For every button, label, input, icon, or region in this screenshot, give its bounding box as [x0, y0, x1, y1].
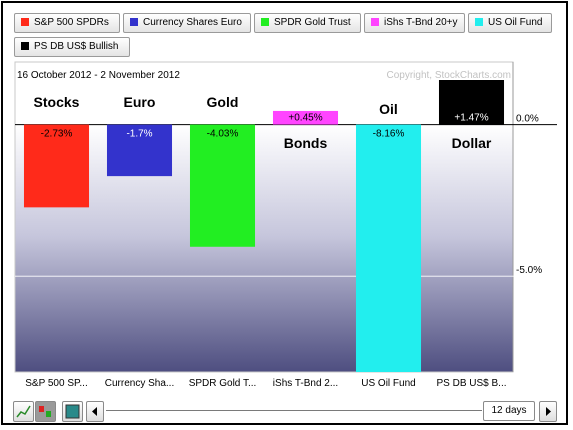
background-icon	[65, 404, 80, 419]
legend-swatch	[21, 42, 29, 50]
asset-name-label: Gold	[207, 94, 239, 110]
legend-swatch	[21, 18, 29, 26]
legend-label: PS DB US$ Bullish	[34, 41, 119, 52]
date-range: 16 October 2012 - 2 November 2012	[17, 70, 180, 81]
x-category-label: SPDR Gold T...	[189, 378, 257, 389]
legend-swatch	[261, 18, 269, 26]
period-selector[interactable]: 12 days	[483, 401, 535, 421]
period-slider-track[interactable]	[106, 410, 482, 411]
scroll-left-button[interactable]	[86, 401, 104, 422]
bar-value-label: +1.47%	[454, 113, 488, 124]
bar-chart-button[interactable]	[35, 401, 56, 422]
legend-tlt[interactable]: iShs T-Bnd 20+y	[364, 13, 465, 33]
x-category-label: PS DB US$ B...	[436, 378, 506, 389]
bar-oil	[355, 124, 422, 372]
asset-name-label: Euro	[124, 94, 156, 110]
bar-value-label: -2.73%	[41, 129, 73, 140]
legend-label: Currency Shares Euro	[143, 17, 242, 28]
bar-euro	[106, 124, 173, 177]
bar-chart-icon	[39, 406, 51, 417]
legend-label: iShs T-Bnd 20+y	[384, 17, 458, 28]
arrow-right-icon	[546, 407, 551, 416]
bar-value-label: -4.03%	[207, 129, 239, 140]
legend-uup[interactable]: PS DB US$ Bullish	[14, 37, 130, 57]
x-category-label: Currency Sha...	[105, 378, 174, 389]
legend-label: US Oil Fund	[488, 17, 543, 28]
legend-swatch	[371, 18, 379, 26]
bar-value-label: -8.16%	[373, 129, 405, 140]
asset-name-label: Bonds	[284, 135, 328, 151]
y-tick-label: 0.0%	[516, 114, 539, 125]
x-category-label: iShs T-Bnd 2...	[273, 378, 338, 389]
bar-value-label: -1.7%	[126, 129, 152, 140]
scroll-right-button[interactable]	[539, 401, 557, 422]
legend-spy[interactable]: S&P 500 SPDRs	[14, 13, 120, 33]
arrow-left-icon	[92, 407, 97, 416]
bar-dollar	[438, 80, 505, 125]
legend-swatch	[130, 18, 138, 26]
bar-gold	[189, 124, 256, 247]
bar-stocks	[23, 124, 90, 208]
x-category-label: S&P 500 SP...	[25, 378, 87, 389]
plot-background	[15, 124, 513, 372]
asset-name-label: Oil	[379, 101, 398, 117]
y-tick-label: -5.0%	[516, 265, 542, 276]
legend-label: S&P 500 SPDRs	[34, 17, 109, 28]
legend-swatch	[475, 18, 483, 26]
x-category-label: US Oil Fund	[361, 378, 415, 389]
asset-name-label: Stocks	[34, 94, 80, 110]
line-chart-icon	[16, 405, 31, 418]
legend-fxe[interactable]: Currency Shares Euro	[123, 13, 251, 33]
bar-value-label: +0.45%	[288, 113, 322, 124]
asset-name-label: Dollar	[452, 135, 492, 151]
legend-gld[interactable]: SPDR Gold Trust	[254, 13, 361, 33]
background-toggle-button[interactable]	[62, 401, 83, 422]
legend-label: SPDR Gold Trust	[274, 17, 351, 28]
bar-bonds	[272, 110, 339, 125]
legend-uso[interactable]: US Oil Fund	[468, 13, 552, 33]
copyright: Copyright, StockCharts.com	[387, 70, 512, 81]
line-chart-button[interactable]	[13, 401, 34, 422]
